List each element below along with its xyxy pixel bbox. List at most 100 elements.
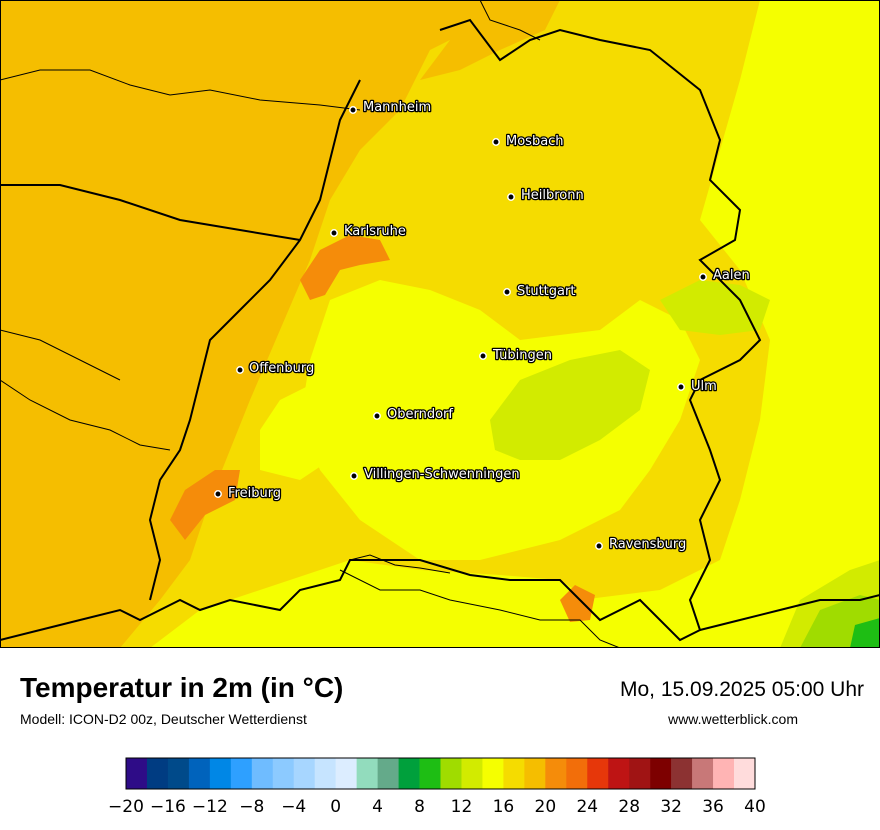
legend-swatch bbox=[251, 758, 274, 789]
city-mosbach: Mosbach bbox=[492, 133, 565, 150]
legend-tick-label: 16 bbox=[493, 797, 515, 817]
legend-swatch bbox=[503, 758, 525, 789]
legend-swatch bbox=[335, 758, 357, 789]
border-rhine bbox=[148, 79, 361, 601]
legend-swatch bbox=[126, 758, 148, 789]
temperature-zone-hot-karlsruhe bbox=[300, 235, 390, 300]
legend-tick-label: 8 bbox=[414, 797, 425, 817]
temperature-zone-cool-ostalb bbox=[660, 280, 770, 335]
legend-swatch bbox=[713, 758, 735, 789]
temperature-zone-warm-west bbox=[0, 0, 480, 648]
legend-swatch bbox=[272, 758, 295, 789]
legend-swatch bbox=[209, 758, 232, 789]
city-label-aalen: Aalen bbox=[713, 268, 750, 283]
website-link[interactable]: www.wetterblick.com bbox=[668, 711, 798, 727]
city-dot-mannheim bbox=[349, 106, 357, 114]
legend-swatch bbox=[293, 758, 315, 789]
temperature-zone-bodensee bbox=[150, 560, 600, 648]
legend-swatch bbox=[356, 758, 378, 789]
city-tuebingen: Tübingen bbox=[479, 347, 553, 364]
city-label-stuttgart: Stuttgart bbox=[517, 284, 575, 299]
temperature-zone-east bbox=[580, 0, 880, 648]
legend-swatch bbox=[419, 758, 441, 789]
legend-tick-label: 40 bbox=[744, 797, 766, 817]
legend-swatch bbox=[167, 758, 190, 789]
legend-tick-label: 4 bbox=[372, 797, 383, 817]
legend-swatch bbox=[440, 758, 462, 789]
legend-swatch bbox=[398, 758, 420, 789]
city-label-offenburg: Offenburg bbox=[249, 361, 314, 376]
legend-tick-label: −20 bbox=[108, 797, 144, 817]
legend-frame bbox=[125, 757, 756, 790]
border-baden-wuerttemberg bbox=[0, 18, 762, 642]
legend-swatch bbox=[524, 758, 546, 789]
forecast-datetime: Mo, 15.09.2025 05:00 Uhr bbox=[619, 678, 864, 701]
city-dot-ravensburg bbox=[595, 542, 603, 550]
temperature-map: Mannheim Mosbach Heilbronn Karlsruhe Aal… bbox=[0, 0, 880, 648]
legend-tick-label: 12 bbox=[451, 797, 473, 817]
city-dot-tuebingen bbox=[479, 352, 487, 360]
city-dot-oberndorf bbox=[373, 412, 381, 420]
city-oberndorf: Oberndorf bbox=[373, 406, 455, 423]
border-austria-east bbox=[699, 594, 880, 631]
legend-tick-label: 24 bbox=[576, 797, 598, 817]
border-minor-lake bbox=[349, 554, 451, 574]
city-freiburg: Freiburg bbox=[214, 485, 282, 502]
legend-swatch bbox=[650, 758, 672, 789]
legend-tick-label: −12 bbox=[192, 797, 228, 817]
legend-swatch bbox=[692, 758, 714, 789]
city-offenburg: Offenburg bbox=[236, 360, 316, 377]
city-label-villingen-schwenningen: Villingen-Schwenningen bbox=[364, 467, 520, 482]
legend-ticks: −20 −16 −12 −8 −4 0 4 8 12 16 20 24 28 32 36 40 bbox=[108, 797, 766, 817]
city-dot-aalen bbox=[699, 273, 707, 281]
city-dot-freiburg bbox=[214, 490, 222, 498]
city-label-freiburg: Freiburg bbox=[228, 486, 281, 501]
legend-swatch bbox=[230, 758, 253, 789]
legend-tick-label: 32 bbox=[660, 797, 682, 817]
city-stuttgart: Stuttgart bbox=[503, 283, 577, 300]
city-label-heilbronn: Heilbronn bbox=[521, 188, 584, 203]
city-label-karlsruhe: Karlsruhe bbox=[344, 224, 406, 239]
temperature-zone-hot-freiburg bbox=[170, 470, 240, 540]
legend-swatch bbox=[734, 758, 756, 789]
city-label-tuebingen: Tübingen bbox=[492, 348, 552, 363]
city-dot-karlsruhe bbox=[330, 229, 338, 237]
legend-swatch bbox=[587, 758, 609, 789]
city-label-ravensburg: Ravensburg bbox=[609, 537, 686, 552]
legend-swatch bbox=[314, 758, 336, 789]
border-bavaria-north bbox=[479, 0, 541, 41]
city-dot-heilbronn bbox=[507, 193, 515, 201]
legend-swatches bbox=[125, 757, 756, 790]
city-villingen-schwenningen: Villingen-Schwenningen bbox=[350, 466, 521, 483]
city-dot-villingen-schwenningen bbox=[350, 472, 358, 480]
city-dot-mosbach bbox=[492, 138, 500, 146]
temperature-zone-black-forest bbox=[260, 380, 340, 480]
legend-tick-label: 28 bbox=[618, 797, 640, 817]
legend-tick-label: 36 bbox=[702, 797, 724, 817]
legend-swatch bbox=[146, 758, 169, 789]
legend-tick-label: −16 bbox=[150, 797, 186, 817]
legend-swatch bbox=[629, 758, 651, 789]
temperature-color-legend: −20 −16 −12 −8 −4 0 4 8 12 16 20 24 28 32 36 40 bbox=[108, 757, 766, 817]
legend-tick-label: 0 bbox=[330, 797, 341, 817]
city-heilbronn: Heilbronn bbox=[507, 187, 585, 204]
chart-title: Temperatur in 2m (in °C) bbox=[20, 672, 344, 703]
city-dot-stuttgart bbox=[503, 288, 511, 296]
legend-swatch bbox=[377, 758, 399, 789]
city-karlsruhe: Karlsruhe bbox=[330, 223, 407, 240]
model-subtitle: Modell: ICON-D2 00z, Deutscher Wetterdie… bbox=[20, 711, 307, 727]
temperature-zone-warm-north bbox=[420, 0, 560, 80]
city-label-mannheim: Mannheim bbox=[363, 100, 431, 115]
city-label-mosbach: Mosbach bbox=[506, 134, 564, 149]
city-ravensburg: Ravensburg bbox=[595, 536, 688, 553]
legend-tick-label: −8 bbox=[239, 797, 264, 817]
city-dot-offenburg bbox=[236, 366, 244, 374]
city-mannheim: Mannheim bbox=[349, 99, 432, 116]
legend-tick-label: 20 bbox=[535, 797, 557, 817]
legend-swatch bbox=[461, 758, 483, 789]
legend-swatch bbox=[188, 758, 211, 789]
border-minor-west bbox=[0, 69, 361, 451]
city-ulm: Ulm bbox=[677, 378, 718, 395]
temperature-zone-green-edge bbox=[850, 618, 880, 648]
city-dot-ulm bbox=[677, 383, 685, 391]
